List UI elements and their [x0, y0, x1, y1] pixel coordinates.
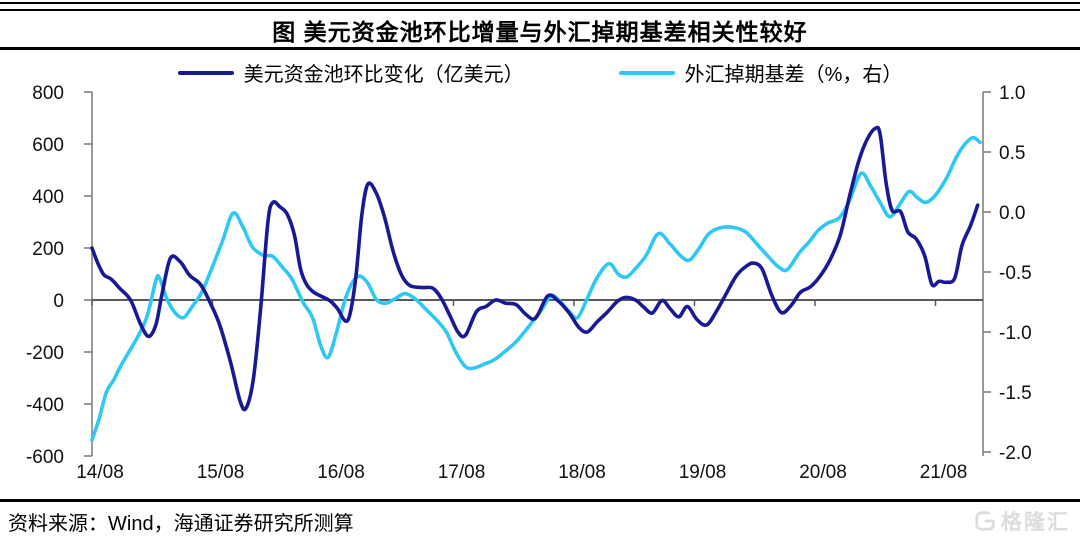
svg-text:0.5: 0.5	[999, 143, 1025, 164]
svg-text:16/08: 16/08	[317, 462, 365, 483]
bottom-border-line	[0, 499, 1080, 502]
svg-text:-0.5: -0.5	[999, 263, 1032, 284]
svg-text:400: 400	[32, 187, 64, 208]
source-note: 资料来源：Wind，海通证券研究所测算	[8, 513, 354, 535]
svg-text:15/08: 15/08	[197, 462, 245, 483]
navy-line-swatch	[177, 70, 234, 75]
svg-text:17/08: 17/08	[438, 462, 486, 483]
top-border-line-2	[0, 9, 1080, 11]
legend-item-usd-pool: 美元资金池环比变化（亿美元）	[177, 58, 524, 87]
svg-text:14/08: 14/08	[76, 462, 124, 483]
svg-text:21/08: 21/08	[920, 462, 968, 483]
svg-text:-1.0: -1.0	[999, 323, 1032, 344]
svg-text:-600: -600	[26, 447, 64, 468]
svg-text:-200: -200	[26, 343, 64, 364]
svg-text:0.0: 0.0	[999, 203, 1025, 224]
gelonghui-watermark: 格隆汇	[974, 506, 1070, 536]
svg-text:0: 0	[53, 291, 64, 312]
svg-text:-400: -400	[26, 395, 64, 416]
svg-text:800: 800	[32, 83, 64, 104]
legend-label-fx-swap-basis: 外汇掉期基差（%，右）	[684, 64, 903, 86]
svg-text:19/08: 19/08	[679, 462, 727, 483]
svg-text:-1.5: -1.5	[999, 383, 1032, 404]
title-underline	[0, 47, 1080, 50]
legend-label-usd-pool: 美元资金池环比变化（亿美元）	[243, 64, 524, 86]
gelonghui-logo-icon	[975, 511, 995, 531]
gelonghui-watermark-label: 格隆汇	[1001, 511, 1070, 534]
svg-text:1.0: 1.0	[999, 83, 1025, 104]
chart-title: 图 美元资金池环比增量与外汇掉期基差相关性较好	[272, 19, 808, 45]
cyan-line-swatch	[618, 70, 675, 75]
svg-text:20/08: 20/08	[799, 462, 847, 483]
svg-text:600: 600	[32, 135, 64, 156]
svg-text:-2.0: -2.0	[999, 443, 1032, 464]
svg-text:200: 200	[32, 239, 64, 260]
legend-item-fx-swap-basis: 外汇掉期基差（%，右）	[618, 58, 903, 87]
legend: 美元资金池环比变化（亿美元） 外汇掉期基差（%，右）	[0, 58, 1080, 87]
svg-text:18/08: 18/08	[558, 462, 606, 483]
top-border-line-1	[0, 2, 1080, 4]
